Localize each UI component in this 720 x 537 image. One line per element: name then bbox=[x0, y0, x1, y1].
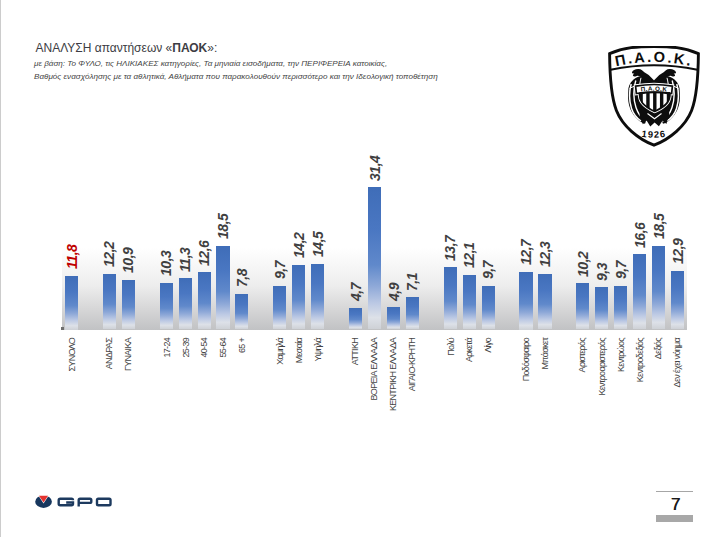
svg-text:Π.Α.Ο.Κ: Π.Α.Ο.Κ bbox=[640, 85, 668, 93]
